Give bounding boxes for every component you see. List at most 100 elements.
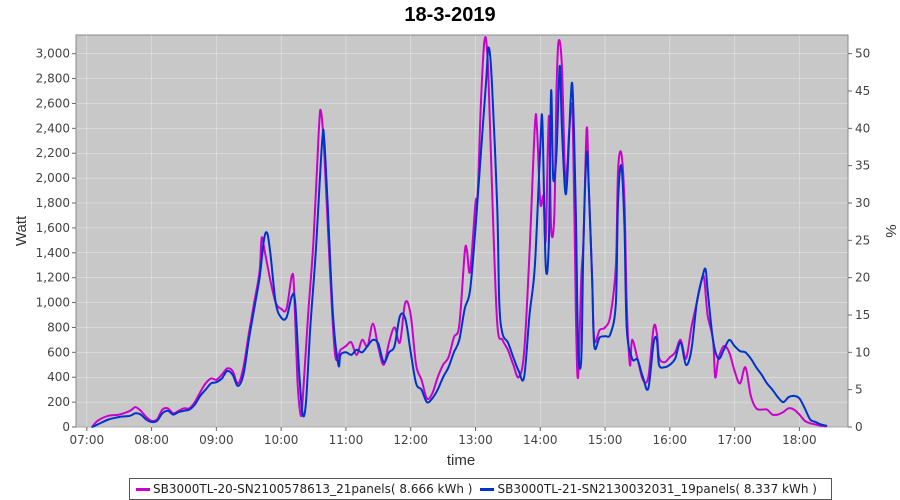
- data-point: [183, 409, 185, 412]
- data-point: [739, 382, 741, 385]
- data-point: [652, 326, 655, 329]
- data-point: [326, 202, 329, 204]
- data-point: [129, 414, 131, 417]
- data-point: [107, 414, 110, 417]
- data-point: [555, 90, 558, 92]
- data-point: [771, 388, 774, 391]
- data-point: [598, 336, 601, 339]
- data-point: [399, 341, 401, 344]
- data-point: [294, 301, 297, 304]
- data-point: [177, 411, 180, 413]
- data-point: [722, 345, 725, 347]
- data-point: [382, 363, 385, 366]
- data-point: [393, 326, 396, 329]
- data-point: [118, 413, 121, 416]
- data-point: [314, 251, 317, 254]
- data-point: [701, 276, 704, 279]
- data-point: [415, 382, 417, 385]
- data-point: [609, 332, 612, 335]
- data-point: [366, 345, 369, 347]
- data-point: [803, 419, 806, 422]
- data-point: [215, 378, 218, 381]
- data-point: [555, 152, 558, 155]
- data-point: [161, 412, 164, 415]
- y2-tick-label: 50: [855, 47, 870, 61]
- x-tick-label: 18:00: [782, 433, 817, 447]
- data-point: [193, 403, 196, 406]
- data-point: [210, 377, 212, 380]
- data-point: [557, 40, 560, 43]
- data-point: [523, 376, 525, 379]
- data-point: [332, 314, 334, 316]
- data-point: [798, 413, 801, 416]
- data-point: [447, 356, 450, 359]
- data-point: [199, 391, 202, 394]
- data-point: [501, 339, 504, 341]
- data-point: [690, 326, 693, 329]
- data-point: [312, 239, 315, 242]
- y-tick-label: 3,000: [36, 47, 70, 61]
- data-point: [496, 320, 498, 323]
- y2-tick-label: 0: [855, 420, 863, 434]
- data-point: [674, 351, 677, 354]
- data-point: [339, 353, 342, 356]
- data-point: [305, 401, 307, 403]
- data-point: [388, 351, 390, 354]
- y2-tick-label: 35: [855, 159, 870, 173]
- data-point: [766, 382, 768, 385]
- series-line-2: [91, 46, 827, 428]
- data-point: [399, 315, 401, 318]
- data-point: [507, 341, 509, 344]
- data-point: [548, 115, 550, 117]
- data-point: [706, 314, 709, 316]
- y-tick-label: 200: [47, 395, 70, 409]
- data-point: [714, 376, 717, 379]
- data-point: [350, 353, 353, 356]
- data-point: [544, 264, 547, 267]
- data-point: [706, 289, 709, 291]
- data-point: [564, 189, 566, 192]
- data-point: [253, 307, 256, 310]
- data-point: [536, 127, 538, 130]
- data-point: [485, 40, 488, 43]
- data-point: [487, 77, 490, 80]
- data-point: [580, 276, 583, 279]
- data-point: [453, 351, 455, 354]
- data-point: [809, 422, 812, 425]
- data-point: [161, 408, 164, 411]
- data-point: [285, 307, 288, 310]
- x-axis-ticks: 07:00 08:00 09:00 10:00 11:00 12:00 13:00 14:00…: [70, 427, 817, 447]
- data-point: [652, 341, 655, 344]
- data-point: [298, 376, 301, 379]
- data-point: [280, 307, 282, 310]
- data-point: [339, 348, 342, 351]
- y-tick-label: 400: [47, 370, 70, 384]
- data-point: [569, 102, 572, 105]
- data-point: [453, 336, 455, 339]
- data-point: [695, 301, 698, 304]
- y-tick-label: 600: [47, 345, 70, 359]
- data-point: [561, 127, 563, 130]
- data-point: [264, 251, 266, 254]
- data-point: [474, 227, 477, 229]
- data-point: [372, 339, 374, 341]
- y-tick-label: 2,000: [36, 171, 70, 185]
- data-point: [539, 146, 542, 148]
- data-point: [615, 301, 617, 304]
- y2-tick-label: 45: [855, 84, 870, 98]
- data-point: [409, 351, 412, 354]
- y2-axis-ticks: 0 5 10 15 20 25 30 35 40 45 50: [848, 47, 870, 434]
- data-point: [426, 397, 428, 400]
- data-point: [129, 409, 131, 412]
- data-point: [782, 401, 785, 403]
- y2-tick-label: 25: [855, 233, 870, 247]
- data-point: [436, 376, 439, 379]
- data-point: [220, 373, 223, 376]
- y-tick-label: 1,600: [36, 221, 70, 235]
- data-point: [188, 408, 191, 411]
- data-point: [260, 236, 263, 239]
- y2-tick-label: 40: [855, 121, 870, 135]
- x-tick-label: 08:00: [134, 433, 169, 447]
- data-point: [469, 289, 471, 291]
- legend: SB3000TL-20-SN2100578613_21panels( 8.666…: [129, 478, 832, 500]
